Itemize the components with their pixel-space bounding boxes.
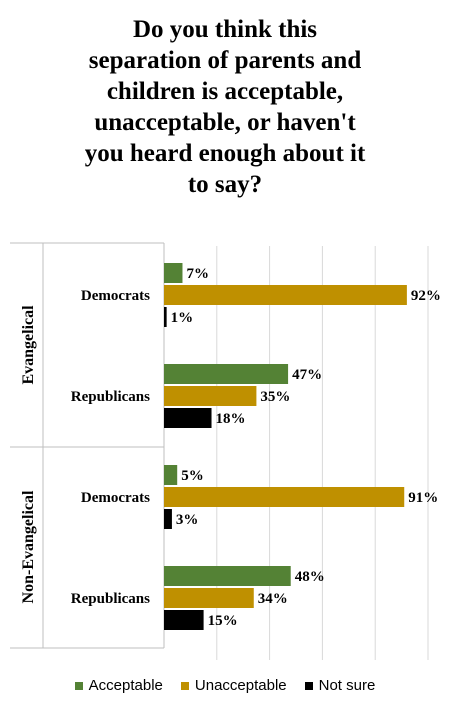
chart-title-line: to say? [187,171,263,198]
data-label: 47% [292,367,322,383]
bar [164,386,257,406]
chart-title-line: separation of parents and [88,47,362,74]
bar [164,307,167,327]
chart-title-line: you heard enough about it [84,140,366,167]
legend-item: Unacceptable [180,677,287,694]
group-label: Evangelical [20,305,37,385]
bar [164,465,178,485]
bar [164,285,407,305]
data-label: 92% [411,288,441,304]
legend-swatch [74,681,83,690]
legend-item: Acceptable [74,677,163,694]
bar [164,588,254,608]
legend-label: Acceptable [88,677,163,694]
legend-label: Not sure [318,677,376,694]
legend-swatch [180,681,189,690]
category-label: Democrats [81,288,150,304]
category-label: Republicans [71,389,150,405]
data-label: 3% [176,512,199,528]
bar [164,408,212,428]
bar [164,487,405,507]
data-label: 91% [408,490,438,506]
bar [164,566,291,586]
chart-title-line: unacceptable, or haven't [94,109,356,136]
chart-title: Do you think this separation of parents a… [20,14,430,200]
legend: Acceptable Unacceptable Not sure [0,677,450,694]
legend-swatch [304,681,313,690]
data-label: 1% [171,310,194,326]
data-label: 18% [216,411,246,427]
category-label: Republicans [71,591,150,607]
data-label: 15% [208,613,238,629]
data-label: 35% [260,389,290,405]
legend-label: Unacceptable [194,677,287,694]
group-label: Non-Evangelical [20,490,37,603]
data-label: 34% [258,591,288,607]
data-label: 48% [295,569,325,585]
bar [164,263,183,283]
data-label: 5% [181,468,204,484]
category-label: Democrats [81,490,150,506]
data-label: 7% [186,266,209,282]
bar [164,509,172,529]
chart-title-line: Do you think this [132,16,318,43]
legend-item: Not sure [304,677,376,694]
bar [164,364,289,384]
chart-title-line: children is acceptable, [106,78,344,105]
bar [164,610,204,630]
